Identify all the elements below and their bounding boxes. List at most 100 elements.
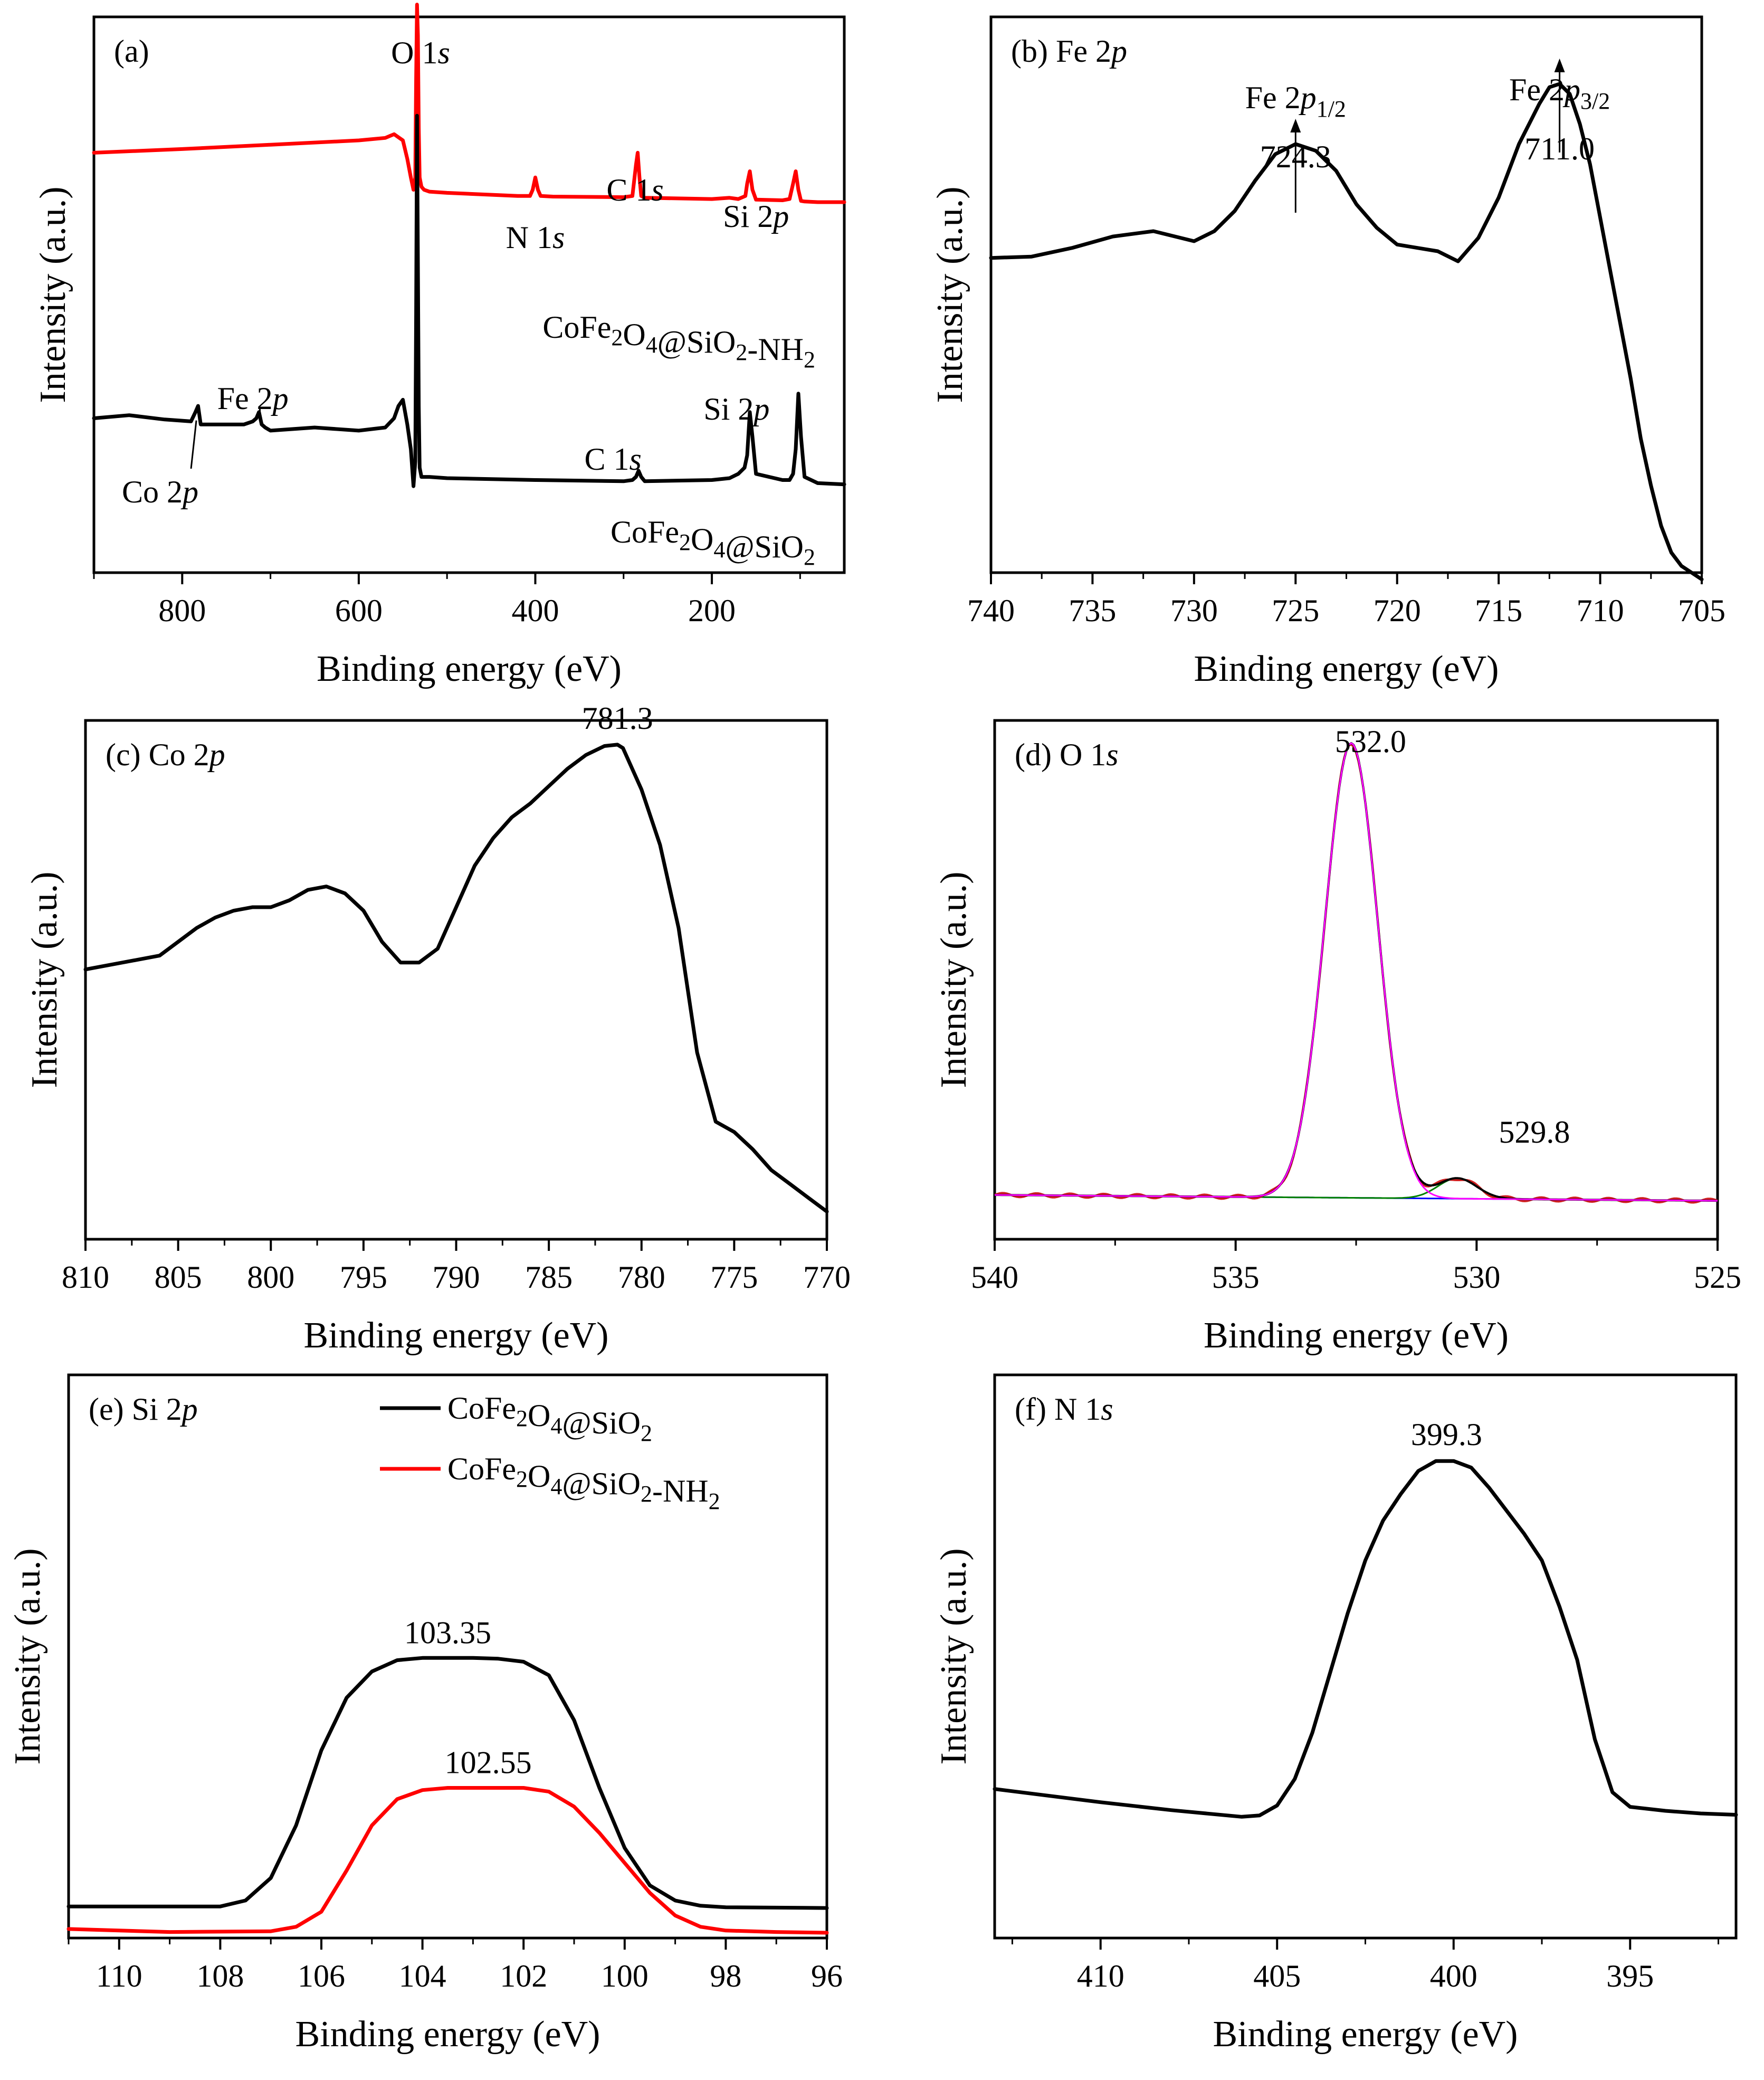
series-line — [66, 1786, 829, 1935]
x-axis-label: Binding energy (eV) — [303, 1315, 608, 1356]
x-tick-label: 810 — [62, 1260, 109, 1295]
panel-b: 740 735 730 725 720 715 710 705 Binding energy (… — [930, 15, 1725, 689]
x-tick-label: 710 — [1577, 593, 1624, 628]
x-tick-label: 540 — [971, 1260, 1018, 1295]
panel-a: 800 600 400 200 Binding energy (eV) Intensity… — [33, 3, 846, 689]
plot-frame — [92, 15, 846, 574]
leader-line — [190, 420, 197, 469]
curve-label-nh2: CoFe2O4@SiO2-NH2 — [542, 310, 815, 373]
panel-f: 410 405 400 395 Binding energy (eV) Intensity… — [933, 1373, 1738, 2055]
x-tick-label: 740 — [967, 593, 1015, 628]
x-tick-label: 785 — [525, 1260, 573, 1295]
x-tick-label: 735 — [1069, 593, 1116, 628]
x-tick-label: 535 — [1212, 1260, 1260, 1295]
panel-label: (e) Si 2p — [89, 1392, 198, 1427]
panel-label: (c) Co 2p — [106, 737, 225, 772]
peak-value: 102.55 — [445, 1745, 532, 1780]
plot-frame — [993, 719, 1719, 1241]
x-tick-label: 780 — [618, 1260, 665, 1295]
panel-label: (a) — [114, 34, 149, 69]
x-tick-label: 405 — [1253, 1959, 1301, 1993]
x-tick-label: 600 — [335, 593, 383, 628]
peak-label: C 1s — [584, 442, 641, 477]
peak-value: 532.0 — [1335, 724, 1406, 759]
peak-label: Fe 2p3/2 — [1509, 72, 1610, 114]
y-axis-label: Intensity (a.u.) — [933, 1548, 974, 1764]
x-tick-label: 715 — [1475, 593, 1522, 628]
x-tick-label: 795 — [340, 1260, 387, 1295]
x-axis-label: Binding energy (eV) — [1194, 649, 1499, 689]
x-axis-label: Binding energy (eV) — [295, 2014, 600, 2055]
peak-label: Fe 2p — [217, 381, 289, 416]
x-tick-label: 104 — [399, 1959, 446, 1993]
x-tick-label: 410 — [1077, 1959, 1124, 1993]
plot-frame — [84, 719, 828, 1241]
arrow-head — [1290, 119, 1301, 133]
x-axis-label: Binding energy (eV) — [317, 649, 622, 689]
x-tick-label: 98 — [710, 1959, 741, 1993]
x-tick-label: 400 — [511, 593, 559, 628]
panel-label: (f) N 1s — [1015, 1392, 1113, 1427]
y-axis-label: Intensity (a.u.) — [933, 871, 974, 1088]
peak-label: Fe 2p1/2 — [1245, 80, 1346, 122]
panel-e: 110 108 106 104 102 100 98 96 Binding energy (eV… — [7, 1373, 843, 2055]
x-tick-label: 705 — [1678, 593, 1725, 628]
x-tick-label: 100 — [601, 1959, 649, 1993]
series-line — [92, 3, 846, 204]
x-tick-label: 200 — [688, 593, 736, 628]
peak-label: O 1s — [391, 35, 450, 70]
panel-d: 540 535 530 525 Binding energy (eV) Intensity… — [933, 719, 1741, 1356]
x-tick-label: 395 — [1606, 1959, 1654, 1993]
peak-label: Si 2p — [703, 392, 769, 426]
x-axis-label: Binding energy (eV) — [1213, 2014, 1518, 2055]
x-tick-label: 102 — [500, 1959, 547, 1993]
peak-value: 399.3 — [1411, 1417, 1482, 1452]
plot-frame — [67, 1373, 828, 1940]
x-axis-label: Binding energy (eV) — [1204, 1315, 1509, 1356]
legend-label: CoFe2O4@SiO2-NH2 — [447, 1451, 720, 1514]
panel-label: (d) O 1s — [1015, 737, 1119, 772]
series-experimental — [994, 743, 1718, 1204]
x-tick-label: 725 — [1272, 593, 1319, 628]
y-axis-label: Intensity (a.u.) — [7, 1548, 48, 1764]
panel-label: (b) Fe 2p — [1011, 34, 1127, 69]
x-tick-label: 525 — [1694, 1260, 1741, 1295]
x-tick-label: 400 — [1430, 1959, 1477, 1993]
x-tick-label: 108 — [196, 1959, 244, 1993]
x-tick-label: 800 — [158, 593, 206, 628]
peak-value: 529.8 — [1499, 1115, 1570, 1150]
x-tick-label: 106 — [298, 1959, 345, 1993]
x-tick-label: 720 — [1374, 593, 1421, 628]
panel-c: 810 805 800 795 790 785 780 775 770 Binding energ… — [24, 701, 851, 1356]
series-line — [66, 1656, 829, 1910]
series-line — [993, 1459, 1738, 1819]
y-axis-label: Intensity (a.u.) — [33, 186, 73, 403]
series-fit-sum — [995, 742, 1718, 1202]
x-tick-label: 800 — [247, 1260, 294, 1295]
peak-value: 103.35 — [404, 1615, 491, 1650]
plot-frame — [993, 1373, 1738, 1940]
x-tick-label: 96 — [811, 1959, 843, 1993]
peak-label: C 1s — [606, 173, 663, 207]
peak-label: N 1s — [506, 220, 565, 255]
series-peak-532-0 — [995, 742, 1718, 1202]
x-tick-label: 790 — [433, 1260, 480, 1295]
peak-value: 781.3 — [582, 701, 653, 736]
x-tick-label: 770 — [803, 1260, 851, 1295]
arrow-head — [1554, 58, 1565, 72]
x-tick-label: 805 — [155, 1260, 202, 1295]
legend-label: CoFe2O4@SiO2 — [447, 1391, 652, 1446]
x-tick-label: 775 — [710, 1260, 758, 1295]
peak-label: Si 2p — [723, 199, 789, 234]
series-line — [83, 743, 829, 1214]
peak-label: Co 2p — [122, 474, 198, 509]
x-tick-label: 110 — [96, 1959, 142, 1993]
x-tick-label: 730 — [1170, 593, 1218, 628]
series-line — [989, 82, 1704, 582]
series-line — [92, 113, 846, 488]
x-tick-label: 530 — [1453, 1260, 1500, 1295]
y-axis-label: Intensity (a.u.) — [930, 186, 970, 403]
curve-label-sio2: CoFe2O4@SiO2 — [611, 515, 815, 570]
